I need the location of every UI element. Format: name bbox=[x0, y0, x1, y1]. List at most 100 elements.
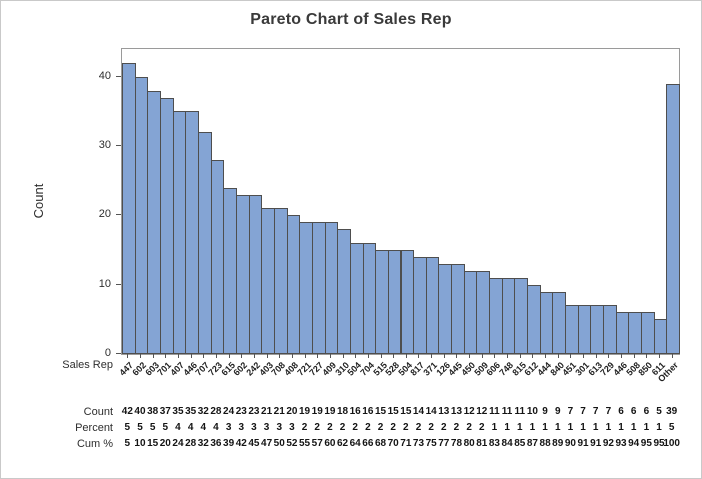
bar bbox=[666, 83, 680, 354]
stat-value: 3 bbox=[263, 422, 270, 433]
stat-value: 95 bbox=[653, 438, 665, 449]
stat-value: 1 bbox=[504, 422, 510, 433]
x-axis-title: Sales Rep bbox=[62, 359, 113, 371]
x-tick bbox=[253, 354, 255, 358]
stat-value: 2 bbox=[403, 422, 409, 433]
x-tick bbox=[494, 354, 496, 358]
stat-value: 47 bbox=[261, 438, 273, 449]
stat-value: 9 bbox=[542, 406, 548, 417]
stat-value: 80 bbox=[463, 438, 475, 449]
bar bbox=[641, 312, 655, 354]
stat-value: 36 bbox=[210, 438, 222, 449]
stat-value: 52 bbox=[286, 438, 298, 449]
stat-value: 100 bbox=[663, 438, 680, 449]
stat-value: 2 bbox=[339, 422, 346, 433]
stat-value: 88 bbox=[539, 438, 551, 449]
stat-value: 28 bbox=[185, 438, 197, 449]
stat-value: 15 bbox=[400, 406, 412, 417]
bar bbox=[273, 208, 288, 354]
stat-value: 55 bbox=[298, 438, 311, 449]
stat-value: 3 bbox=[289, 422, 295, 433]
stat-value: 7 bbox=[567, 406, 574, 417]
stat-value: 4 bbox=[175, 422, 181, 433]
stat-value: 16 bbox=[362, 406, 374, 417]
stat-value: 5 bbox=[656, 406, 662, 417]
stat-value: 2 bbox=[314, 422, 320, 433]
stat-value: 35 bbox=[185, 406, 197, 417]
stat-value: 5 bbox=[162, 422, 169, 433]
stat-value: 3 bbox=[251, 422, 257, 433]
stat-value: 12 bbox=[463, 406, 475, 417]
y-tick-label: 0 bbox=[104, 347, 111, 359]
stat-value: 57 bbox=[311, 438, 323, 449]
stat-value: 62 bbox=[336, 438, 349, 449]
stat-value: 11 bbox=[489, 406, 500, 417]
x-tick bbox=[355, 354, 357, 358]
stat-value: 19 bbox=[324, 406, 336, 417]
stat-value: 12 bbox=[476, 406, 488, 417]
bar bbox=[615, 312, 630, 354]
stat-value: 1 bbox=[618, 422, 624, 433]
x-tick bbox=[443, 354, 445, 358]
stat-value: 2 bbox=[390, 422, 396, 433]
bar bbox=[261, 208, 275, 354]
stat-value: 42 bbox=[235, 438, 247, 449]
x-tick bbox=[127, 354, 129, 358]
stat-value: 3 bbox=[225, 422, 232, 433]
stat-value: 2 bbox=[441, 422, 447, 433]
stat-value: 24 bbox=[172, 438, 184, 449]
stat-value: 37 bbox=[159, 406, 171, 417]
stat-value: 15 bbox=[374, 406, 387, 417]
stat-value: 71 bbox=[400, 438, 412, 449]
bar bbox=[438, 263, 453, 354]
stat-value: 4 bbox=[213, 422, 219, 433]
stat-value: 1 bbox=[643, 422, 650, 433]
stat-value: 7 bbox=[605, 406, 612, 417]
stat-value: 78 bbox=[450, 438, 463, 449]
x-tick bbox=[215, 354, 217, 358]
bar bbox=[311, 222, 326, 354]
stat-value: 1 bbox=[491, 422, 498, 433]
y-tick-label: 10 bbox=[98, 277, 111, 290]
stat-value: 39 bbox=[666, 406, 678, 417]
stat-value: 2 bbox=[377, 422, 384, 433]
bar bbox=[375, 250, 389, 354]
stat-value: 91 bbox=[577, 438, 589, 449]
stat-value: 2 bbox=[327, 422, 333, 433]
stat-value: 2 bbox=[428, 422, 434, 433]
bar bbox=[400, 250, 415, 354]
stat-value: 60 bbox=[324, 438, 336, 449]
stat-value: 23 bbox=[235, 406, 247, 417]
bar bbox=[628, 312, 643, 354]
stat-value: 20 bbox=[286, 406, 298, 417]
stat-value: 21 bbox=[261, 406, 273, 417]
bar bbox=[235, 194, 250, 354]
stat-value: 7 bbox=[580, 406, 586, 417]
bar bbox=[122, 62, 136, 354]
stat-value: 95 bbox=[640, 438, 652, 449]
stat-value: 75 bbox=[425, 438, 437, 449]
stat-value: 93 bbox=[615, 438, 627, 449]
stat-value: 5 bbox=[149, 422, 156, 433]
bar bbox=[387, 250, 402, 354]
stat-value: 84 bbox=[501, 438, 513, 449]
stat-value: 1 bbox=[605, 422, 612, 433]
stat-value: 42 bbox=[121, 406, 133, 417]
y-tick bbox=[116, 145, 121, 147]
stat-value: 64 bbox=[349, 438, 361, 449]
stat-row-label-cum: Cum % bbox=[76, 438, 113, 450]
stat-value: 28 bbox=[210, 406, 222, 417]
x-tick bbox=[228, 354, 230, 358]
x-tick bbox=[469, 354, 471, 358]
x-tick bbox=[393, 354, 395, 358]
y-tick bbox=[116, 75, 121, 77]
stat-value: 6 bbox=[643, 406, 650, 417]
bar bbox=[425, 256, 440, 354]
x-tick bbox=[646, 354, 648, 358]
bar bbox=[223, 187, 237, 354]
stat-value: 9 bbox=[554, 406, 561, 417]
stat-value: 7 bbox=[592, 406, 599, 417]
x-tick bbox=[241, 354, 243, 358]
y-tick-label: 30 bbox=[98, 139, 111, 152]
